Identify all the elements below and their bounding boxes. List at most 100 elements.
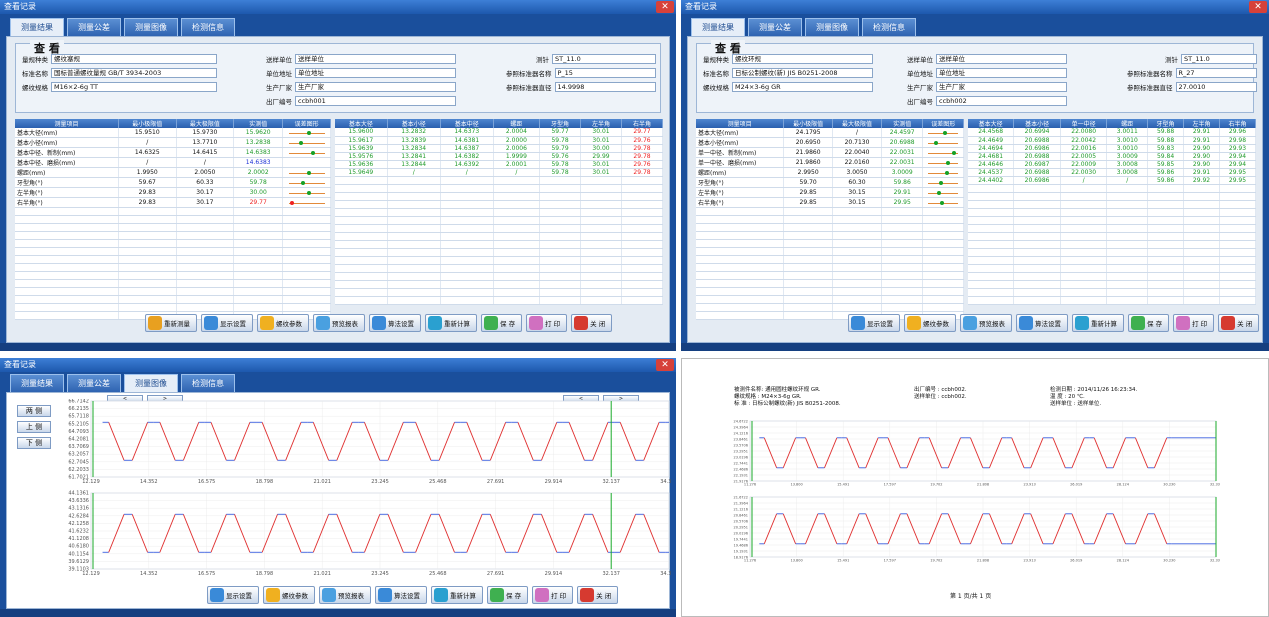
toolbar-button-7[interactable]: 打 印: [526, 314, 568, 332]
table-row[interactable]: [335, 248, 663, 257]
table-row[interactable]: 15.9649///59.78 30.01 29.78: [335, 168, 663, 177]
toolbar-button-2[interactable]: 预览报表: [319, 586, 371, 604]
tab-tolerance[interactable]: 测量公差: [67, 374, 121, 392]
field-probe[interactable]: ST_11.0: [1181, 54, 1257, 64]
field-sender[interactable]: 送样单位: [936, 54, 1067, 64]
table-row[interactable]: [335, 192, 663, 201]
table-row[interactable]: [15, 223, 331, 232]
table-row[interactable]: [15, 239, 331, 248]
table-row[interactable]: 单一中径、磨损(mm) 21.9860 22.0160 22.0031: [696, 157, 964, 168]
toolbar-button-2[interactable]: 螺纹参数: [257, 314, 309, 332]
table-row[interactable]: [696, 287, 964, 296]
table-row[interactable]: [15, 287, 331, 296]
toolbar-button-1[interactable]: 螺纹参数: [904, 314, 956, 332]
table-row[interactable]: [968, 184, 1257, 193]
table-row[interactable]: 24.4568 20.6994 22.0080 3.0011 59.88 29.91 29.…: [968, 128, 1257, 137]
table-row[interactable]: 15.9600 13.2832 14.6373 2.0004 59.77 30.01 29.…: [335, 128, 663, 137]
toolbar-button-3[interactable]: 算法设置: [375, 586, 427, 604]
table-row[interactable]: [968, 216, 1257, 225]
table-row[interactable]: [15, 215, 331, 224]
field-spec[interactable]: M24×3-6g GR: [732, 82, 873, 92]
table-row[interactable]: [696, 239, 964, 248]
toolbar-button-1[interactable]: 螺纹参数: [263, 586, 315, 604]
table-row[interactable]: [968, 264, 1257, 273]
table-row[interactable]: [968, 200, 1257, 209]
table-row[interactable]: [335, 296, 663, 305]
table-row[interactable]: 15.9639 13.2834 14.6387 2.0006 59.79 30.00 29.…: [335, 144, 663, 153]
table-row[interactable]: 基本大径(mm) 15.9510 15.9730 15.9620: [15, 128, 331, 138]
table-row[interactable]: [968, 224, 1257, 233]
table-row[interactable]: [335, 176, 663, 185]
table-row[interactable]: [15, 271, 331, 280]
tab-info[interactable]: 检测信息: [181, 374, 235, 392]
table-row[interactable]: 24.4537 20.6988 22.0030 3.0008 59.86 29.91 29.…: [968, 168, 1257, 177]
toolbar-button-7[interactable]: 关 闭: [577, 586, 619, 604]
table-row[interactable]: 24.4646 20.6987 22.0009 3.0008 59.85 29.90 29.…: [968, 160, 1257, 169]
toolbar-button-6[interactable]: 打 印: [532, 586, 574, 604]
table-row[interactable]: 基本中径、新制(mm) 14.6325 14.6415 14.6383: [15, 147, 331, 158]
field-standard[interactable]: 日标公制螺纹(新) JIS B0251-2008: [732, 68, 873, 78]
table-row[interactable]: [335, 208, 663, 217]
view-upper-button[interactable]: 上 侧: [17, 421, 51, 433]
table-row[interactable]: [696, 247, 964, 256]
toolbar-button-1[interactable]: 显示设置: [201, 314, 253, 332]
table-row[interactable]: [15, 255, 331, 264]
field-address[interactable]: 单位地址: [295, 68, 456, 78]
table-row[interactable]: [968, 248, 1257, 257]
table-row[interactable]: [696, 271, 964, 280]
table-row[interactable]: 24.4681 20.6988 22.0005 3.0009 59.84 29.90 29.…: [968, 152, 1257, 161]
close-icon[interactable]: ✕: [1249, 1, 1267, 13]
toolbar-button-0[interactable]: 重新测量: [145, 314, 197, 332]
table-row[interactable]: 右半角(°) 29.83 30.17 29.77: [15, 197, 331, 208]
table-row[interactable]: [696, 207, 964, 216]
field-ref-name[interactable]: R_27: [1175, 68, 1257, 78]
table-row[interactable]: [696, 295, 964, 304]
toolbar-button-5[interactable]: 保 存: [487, 586, 529, 604]
table-row[interactable]: [335, 200, 663, 209]
table-row[interactable]: [335, 280, 663, 289]
table-row[interactable]: 基本小径(mm) 20.6950 20.7130 20.6988: [696, 137, 964, 148]
table-row[interactable]: [335, 240, 663, 249]
table-row[interactable]: 15.9576 13.2841 14.6382 1.9999 59.76 29.99 29.…: [335, 152, 663, 161]
tab-results[interactable]: 测量结果: [10, 374, 64, 392]
toolbar-button-3[interactable]: 算法设置: [1016, 314, 1068, 332]
view-both-button[interactable]: 两 侧: [17, 405, 51, 417]
table-row[interactable]: 牙型角(°) 59.67 60.33 59.78: [15, 177, 331, 188]
table-row[interactable]: 24.4694 20.6986 22.0016 3.0010 59.83 29.90 29.…: [968, 144, 1257, 153]
table-row[interactable]: 螺距(mm) 1.9950 2.0050 2.0002: [15, 167, 331, 178]
table-row[interactable]: [15, 247, 331, 256]
table-row[interactable]: [335, 216, 663, 225]
tab-tolerance[interactable]: 测量公差: [748, 18, 802, 36]
tab-results[interactable]: 测量结果: [691, 18, 745, 36]
table-row[interactable]: [696, 279, 964, 288]
table-row[interactable]: [968, 280, 1257, 289]
table-row[interactable]: [696, 223, 964, 232]
tab-image[interactable]: 测量图像: [805, 18, 859, 36]
field-spec[interactable]: M16×2-6g TT: [51, 82, 217, 92]
tab-image[interactable]: 测量图像: [124, 374, 178, 392]
close-icon[interactable]: ✕: [656, 1, 674, 13]
table-row[interactable]: [968, 192, 1257, 201]
field-ref-diameter[interactable]: 27.0010: [1175, 82, 1257, 92]
field-ref-diameter[interactable]: 14.9998: [554, 82, 656, 92]
table-row[interactable]: 基本大径(mm) 24.1795/24.4597: [696, 128, 964, 138]
close-icon[interactable]: ✕: [656, 359, 674, 371]
table-row[interactable]: [335, 256, 663, 265]
toolbar-button-7[interactable]: 关 闭: [1218, 314, 1260, 332]
toolbar-button-8[interactable]: 关 闭: [571, 314, 613, 332]
table-row[interactable]: [15, 295, 331, 304]
table-row[interactable]: [968, 288, 1257, 297]
toolbar-button-2[interactable]: 预览报表: [960, 314, 1012, 332]
table-row[interactable]: [15, 303, 331, 312]
table-row[interactable]: [335, 184, 663, 193]
toolbar-button-5[interactable]: 重新计算: [425, 314, 477, 332]
tab-info[interactable]: 检测信息: [862, 18, 916, 36]
table-row[interactable]: [968, 256, 1257, 265]
table-row[interactable]: 左半角(°) 29.85 30.15 29.91: [696, 187, 964, 198]
table-row[interactable]: 基本中径、磨损(mm) //14.6383: [15, 157, 331, 168]
table-row[interactable]: [968, 208, 1257, 217]
table-row[interactable]: [696, 215, 964, 224]
tab-results[interactable]: 测量结果: [10, 18, 64, 36]
field-serial[interactable]: ccbh002: [936, 96, 1067, 106]
toolbar-button-4[interactable]: 重新计算: [431, 586, 483, 604]
